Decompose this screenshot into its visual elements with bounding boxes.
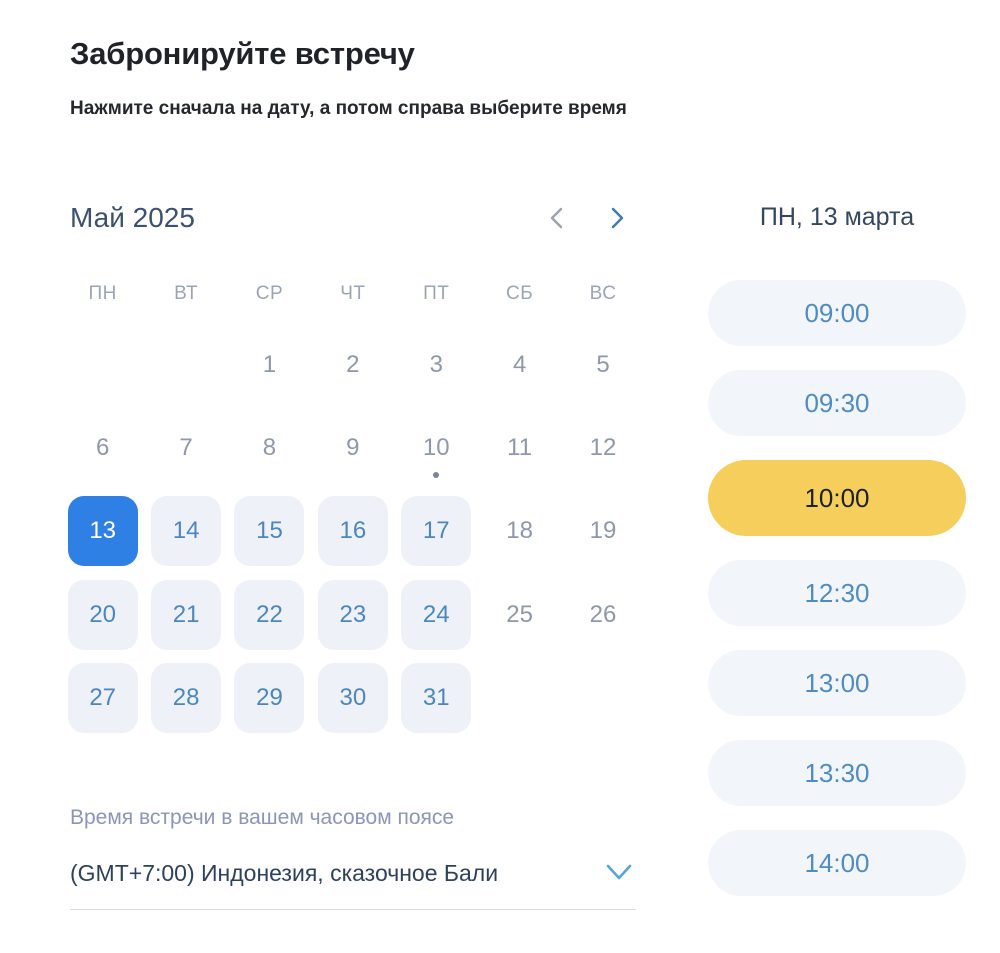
day-number: 19 bbox=[589, 517, 617, 545]
day-number: 30 bbox=[339, 684, 367, 712]
calendar-grid: 1 2 3 4 5 6 7 8 bbox=[61, 323, 645, 740]
day-cell: 12 bbox=[568, 413, 638, 483]
day-number: 22 bbox=[256, 600, 283, 628]
day-cell[interactable]: 28 bbox=[151, 663, 222, 734]
chevron-left-icon bbox=[547, 206, 567, 233]
day-number: 13 bbox=[89, 517, 117, 545]
time-slot-list: 09:00 09:30 10:00 12:30 13:00 13:30 14:00 bbox=[708, 280, 966, 920]
day-number: 21 bbox=[172, 600, 200, 628]
time-slot[interactable]: 09:30 bbox=[708, 370, 966, 436]
day-cell: 1 bbox=[234, 330, 304, 400]
day-cell[interactable]: 13 bbox=[67, 496, 138, 567]
timezone-label: Время встречи в вашем часовом поясе bbox=[70, 806, 455, 829]
page-subtitle: Нажмите сначала на дату, а потом справа … bbox=[70, 98, 627, 119]
time-slot[interactable]: 14:00 bbox=[708, 830, 966, 896]
day-number: 7 bbox=[179, 434, 193, 462]
day-number: 10 bbox=[422, 434, 450, 462]
day-number: 12 bbox=[589, 434, 617, 462]
day-cell: 2 bbox=[318, 330, 388, 400]
day-number: 18 bbox=[506, 517, 533, 545]
day-cell: 11 bbox=[485, 413, 555, 483]
weekday-label: ВС bbox=[589, 283, 617, 304]
day-cell[interactable]: 31 bbox=[401, 663, 472, 734]
timezone-select[interactable]: (GMT+7:00) Индонезия, сказочное Бали bbox=[70, 860, 636, 910]
page-title: Забронируйте встречу bbox=[70, 36, 415, 71]
weekday-label: ПН bbox=[88, 283, 117, 304]
day-number: 11 bbox=[507, 434, 533, 462]
day-cell: 7 bbox=[151, 413, 221, 483]
today-dot bbox=[433, 472, 440, 479]
day-number: 8 bbox=[262, 434, 277, 462]
day-cell: 9 bbox=[318, 413, 388, 483]
day-number: 3 bbox=[429, 350, 443, 378]
day-cell: 4 bbox=[485, 330, 555, 400]
day-cell: 26 bbox=[568, 580, 638, 650]
day-cell: 18 bbox=[485, 496, 555, 566]
day-number: 31 bbox=[422, 684, 450, 712]
day-cell[interactable]: 14 bbox=[151, 496, 222, 567]
weekday-label: СР bbox=[255, 283, 284, 304]
day-number: 17 bbox=[422, 517, 450, 545]
day-number: 16 bbox=[339, 517, 367, 545]
time-slot[interactable]: 12:30 bbox=[708, 560, 966, 626]
day-number: 23 bbox=[339, 600, 367, 628]
day-cell: 6 bbox=[68, 413, 138, 483]
prev-month-button[interactable] bbox=[538, 200, 576, 238]
day-number: 25 bbox=[506, 600, 533, 628]
day-number: 1 bbox=[262, 350, 277, 378]
day-cell[interactable]: 30 bbox=[317, 663, 388, 734]
day-number: 9 bbox=[346, 434, 360, 462]
day-cell: 10 bbox=[401, 413, 471, 483]
weekday-label: ПТ bbox=[423, 283, 450, 304]
day-number: 27 bbox=[89, 684, 117, 712]
day-number: 4 bbox=[512, 350, 527, 378]
day-cell: 19 bbox=[568, 496, 638, 566]
day-cell: 5 bbox=[568, 330, 638, 400]
day-number: 28 bbox=[172, 684, 200, 712]
day-cell[interactable]: 27 bbox=[67, 663, 138, 734]
time-slot[interactable]: 13:00 bbox=[708, 650, 966, 716]
next-month-button[interactable] bbox=[598, 200, 636, 238]
weekday-label: СБ bbox=[506, 283, 534, 304]
time-slot[interactable]: 13:30 bbox=[708, 740, 966, 806]
day-cell: 25 bbox=[485, 580, 555, 650]
day-cell[interactable]: 22 bbox=[234, 579, 305, 650]
day-cell[interactable]: 29 bbox=[234, 663, 305, 734]
day-cell[interactable]: 23 bbox=[317, 579, 388, 650]
day-cell[interactable]: 24 bbox=[401, 579, 472, 650]
chevron-down-icon bbox=[602, 861, 636, 886]
chevron-right-icon bbox=[607, 206, 627, 233]
day-number: 26 bbox=[589, 600, 617, 628]
day-cell: 8 bbox=[234, 413, 304, 483]
day-number: 14 bbox=[172, 517, 200, 545]
day-cell[interactable]: 17 bbox=[401, 496, 472, 567]
day-cell: 3 bbox=[401, 330, 471, 400]
day-cell[interactable]: 21 bbox=[151, 579, 222, 650]
day-number: 15 bbox=[256, 517, 283, 545]
day-cell[interactable]: 16 bbox=[317, 496, 388, 567]
day-cell[interactable]: 15 bbox=[234, 496, 305, 567]
day-number: 24 bbox=[422, 600, 450, 628]
weekday-header: ПН ВТ СР ЧТ ПТ СБ ВС bbox=[61, 283, 645, 305]
time-slot[interactable]: 09:00 bbox=[708, 280, 966, 346]
weekday-label: ЧТ bbox=[340, 283, 366, 304]
day-number: 2 bbox=[346, 350, 360, 378]
day-cell[interactable]: 20 bbox=[67, 579, 138, 650]
calendar-month-label: Май 2025 bbox=[70, 202, 195, 233]
day-number: 29 bbox=[256, 684, 283, 712]
day-number: 6 bbox=[96, 434, 110, 462]
time-slot[interactable]: 10:00 bbox=[708, 460, 966, 536]
weekday-label: ВТ bbox=[174, 283, 199, 304]
day-number: 20 bbox=[89, 600, 117, 628]
day-number: 5 bbox=[596, 350, 610, 378]
timezone-value: (GMT+7:00) Индонезия, сказочное Бали bbox=[70, 860, 499, 886]
selected-date-label: ПН, 13 марта bbox=[759, 203, 915, 231]
